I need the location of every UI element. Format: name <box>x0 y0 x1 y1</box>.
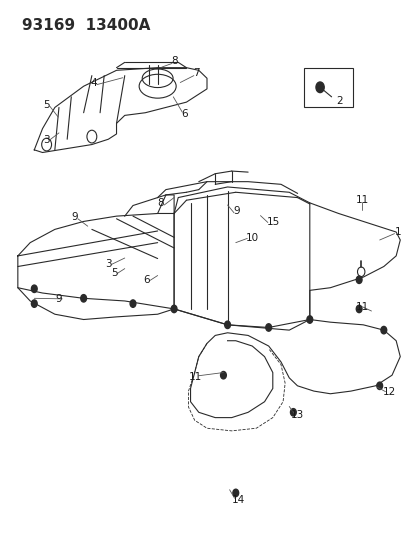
Circle shape <box>81 295 86 302</box>
Text: 3: 3 <box>43 135 50 145</box>
Text: 8: 8 <box>171 56 177 66</box>
Text: 3: 3 <box>105 260 112 269</box>
Circle shape <box>380 326 386 334</box>
Text: 9: 9 <box>55 294 62 304</box>
Circle shape <box>356 276 361 284</box>
Text: 7: 7 <box>192 69 199 78</box>
Circle shape <box>376 382 382 390</box>
Circle shape <box>233 489 238 497</box>
Circle shape <box>171 305 176 313</box>
Circle shape <box>290 409 296 416</box>
Text: 11: 11 <box>188 373 202 382</box>
Text: 6: 6 <box>181 109 188 119</box>
Text: 9: 9 <box>233 206 240 216</box>
Circle shape <box>31 300 37 308</box>
Text: 5: 5 <box>43 100 50 110</box>
Circle shape <box>356 305 361 313</box>
Text: 14: 14 <box>231 495 244 505</box>
Text: 8: 8 <box>157 198 164 208</box>
Text: 11: 11 <box>355 195 368 205</box>
Text: 15: 15 <box>266 217 280 228</box>
Circle shape <box>31 285 37 293</box>
Text: 10: 10 <box>245 233 258 244</box>
Circle shape <box>315 82 323 93</box>
Text: 93169  13400A: 93169 13400A <box>22 18 150 34</box>
Text: 9: 9 <box>71 212 78 222</box>
Text: 2: 2 <box>336 96 342 106</box>
Text: 6: 6 <box>143 275 150 285</box>
Text: 4: 4 <box>90 78 97 88</box>
Text: 1: 1 <box>394 227 400 237</box>
Text: 13: 13 <box>290 410 304 420</box>
Circle shape <box>265 324 271 331</box>
Circle shape <box>306 316 312 323</box>
Text: 12: 12 <box>382 386 395 397</box>
Text: 5: 5 <box>111 269 117 278</box>
Bar <box>303 68 352 108</box>
Circle shape <box>224 321 230 328</box>
Circle shape <box>130 300 135 308</box>
Text: 11: 11 <box>355 302 368 312</box>
Circle shape <box>220 372 226 379</box>
